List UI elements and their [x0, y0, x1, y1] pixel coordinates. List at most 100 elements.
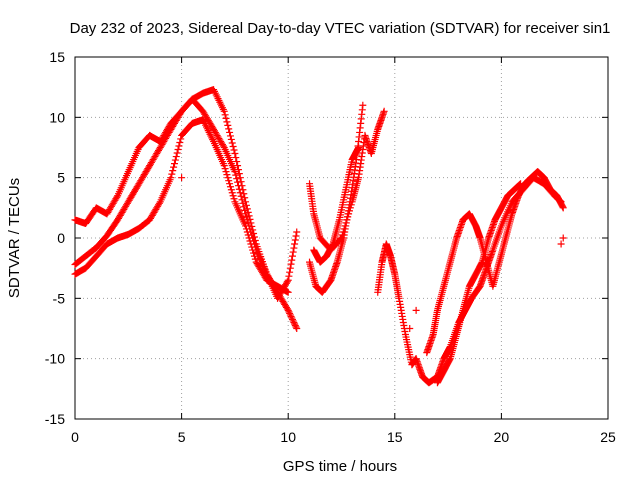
data-point: [287, 260, 295, 268]
data-point: [230, 146, 238, 154]
data-point: [284, 276, 292, 284]
data-point: [289, 248, 297, 256]
data-point: [291, 236, 299, 244]
data-point: [288, 314, 296, 322]
data-point: [233, 175, 241, 183]
data-point: [380, 107, 388, 115]
data-point: [283, 305, 291, 313]
data-point: [292, 232, 300, 240]
data-point: [232, 171, 240, 179]
data-point: [222, 168, 230, 176]
data-point: [412, 306, 420, 314]
data-point: [559, 204, 567, 212]
data-point: [234, 182, 242, 190]
x-tick-label: 0: [71, 429, 79, 445]
data-point: [113, 193, 121, 201]
data-point: [285, 308, 293, 316]
data-point: [249, 234, 257, 242]
data-point: [226, 128, 234, 136]
y-tick-label: -10: [45, 351, 65, 367]
data-point: [220, 107, 228, 115]
data-point: [174, 146, 182, 154]
data-point: [227, 135, 235, 143]
data-point: [285, 272, 293, 280]
data-point: [242, 210, 250, 218]
data-point: [284, 288, 292, 296]
y-tick-label: 5: [57, 170, 65, 186]
y-tick-label: -15: [45, 411, 65, 427]
data-point: [223, 171, 231, 179]
data-point: [517, 180, 525, 188]
data-point: [172, 153, 180, 161]
data-point: [293, 325, 301, 332]
data-point: [245, 222, 253, 230]
data-point: [239, 199, 247, 207]
data-point: [288, 315, 296, 323]
x-tick-label: 5: [178, 429, 186, 445]
data-point: [230, 195, 238, 203]
data-point: [226, 183, 234, 191]
data-point: [223, 118, 231, 126]
data-point: [247, 228, 255, 236]
data-point: [169, 167, 177, 175]
data-point: [220, 162, 228, 170]
data-point: [155, 199, 163, 207]
chart-title: Day 232 of 2023, Sidereal Day-to-day VTE…: [70, 20, 611, 37]
data-point: [286, 309, 294, 317]
axis-ticks: 0 5 10 15 20 25 -15 -10 -5 0 5 10 15: [45, 49, 616, 445]
data-point: [237, 192, 245, 200]
data-point: [225, 125, 233, 133]
x-axis-label: GPS time / hours: [283, 458, 397, 475]
data-point: [559, 234, 567, 242]
data-point: [226, 132, 234, 140]
data-point: [173, 149, 181, 157]
data-point: [222, 114, 230, 122]
data-point: [251, 255, 259, 263]
data-point: [283, 278, 291, 286]
data-point: [292, 323, 300, 331]
x-tick-label: 15: [387, 429, 403, 445]
y-tick-label: -5: [53, 290, 66, 306]
data-point: [240, 203, 248, 211]
grid: [75, 57, 608, 419]
data-point: [227, 186, 235, 194]
data-point: [286, 311, 294, 319]
x-tick-label: 20: [494, 429, 510, 445]
data-point: [221, 111, 229, 119]
data-point: [176, 138, 184, 146]
data-point: [288, 252, 296, 260]
x-tick-label: 25: [600, 429, 616, 445]
data-point: [234, 178, 242, 186]
data-point: [290, 318, 298, 326]
data-point: [290, 244, 298, 252]
data-point: [251, 243, 259, 251]
data-point: [235, 185, 243, 193]
data-point: [291, 240, 299, 248]
data-point: [229, 142, 237, 150]
data-point: [229, 192, 237, 200]
data-point: [250, 237, 258, 245]
y-tick-label: 10: [49, 109, 65, 125]
data-point: [286, 264, 294, 272]
data-point: [224, 121, 232, 129]
data-point: [406, 325, 414, 332]
data-point: [291, 320, 299, 328]
data-point: [171, 156, 179, 164]
data-point: [244, 219, 252, 227]
data-point: [291, 321, 299, 329]
data-point: [236, 174, 244, 182]
data-point: [359, 101, 367, 109]
data-point: [243, 216, 251, 224]
data-point: [178, 174, 186, 182]
data-point: [236, 189, 244, 197]
data-point: [170, 160, 178, 168]
data-point: [228, 139, 236, 147]
data-point: [168, 170, 176, 178]
data-point: [288, 256, 296, 264]
data-point: [175, 142, 183, 150]
y-axis-label: SDTVAR / TECUs: [6, 178, 23, 298]
data-point: [225, 177, 233, 185]
data-point: [248, 231, 256, 239]
data-point: [170, 163, 178, 171]
